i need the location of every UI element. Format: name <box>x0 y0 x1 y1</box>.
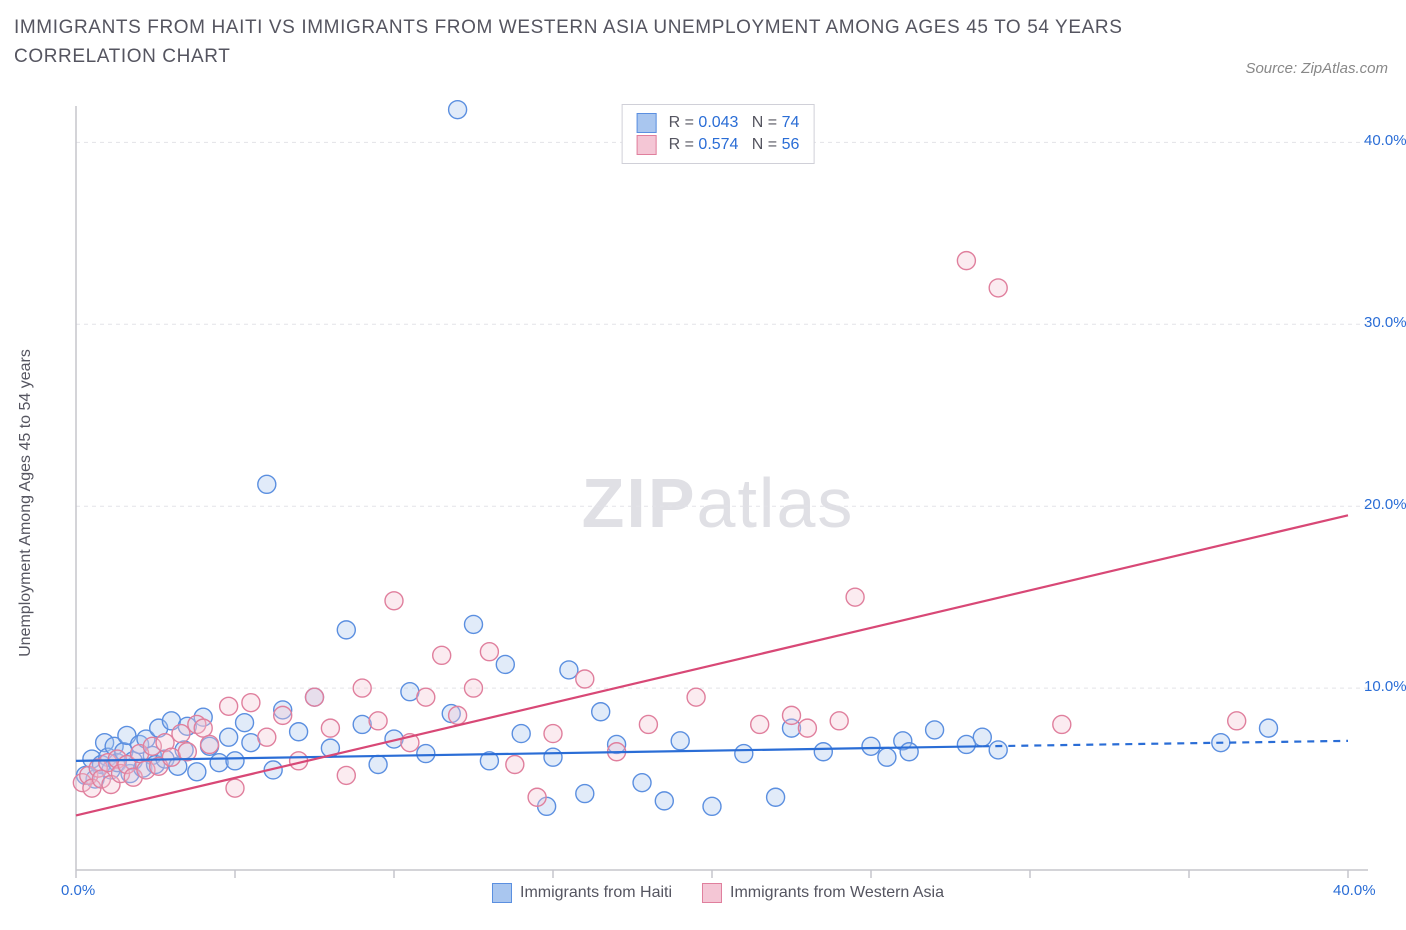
axis-tick-label: 40.0% <box>1364 132 1406 149</box>
legend-swatch <box>637 113 657 133</box>
source-attribution: Source: ZipAtlas.com <box>1245 60 1388 77</box>
plot-area: Unemployment Among Ages 45 to 54 years Z… <box>48 100 1388 905</box>
scatter-plot-svg <box>68 100 1388 905</box>
series-legend-item-western_asia: Immigrants from Western Asia <box>702 883 944 903</box>
axis-tick-label: 40.0% <box>1333 882 1376 899</box>
axis-tick-label: 20.0% <box>1364 496 1406 513</box>
legend-stats: R = 0.574 N = 56 <box>669 136 800 154</box>
series-legend-label: Immigrants from Haiti <box>520 884 672 902</box>
y-axis-label: Unemployment Among Ages 45 to 54 years <box>17 349 35 657</box>
correlation-legend: R = 0.043 N = 74 R = 0.574 N = 56 <box>622 104 815 164</box>
axis-tick-label: 30.0% <box>1364 314 1406 331</box>
axis-tick-label: 0.0% <box>61 882 95 899</box>
legend-swatch <box>702 883 722 903</box>
legend-row-western_asia: R = 0.574 N = 56 <box>637 135 800 155</box>
legend-swatch <box>637 135 657 155</box>
axis-tick-label: 10.0% <box>1364 678 1406 695</box>
legend-swatch <box>492 883 512 903</box>
legend-stats: R = 0.043 N = 74 <box>669 114 800 132</box>
series-legend: Immigrants from Haiti Immigrants from Wes… <box>492 883 944 903</box>
chart-title: IMMIGRANTS FROM HAITI VS IMMIGRANTS FROM… <box>14 14 1134 71</box>
series-legend-label: Immigrants from Western Asia <box>730 884 944 902</box>
series-legend-item-haiti: Immigrants from Haiti <box>492 883 672 903</box>
legend-row-haiti: R = 0.043 N = 74 <box>637 113 800 133</box>
